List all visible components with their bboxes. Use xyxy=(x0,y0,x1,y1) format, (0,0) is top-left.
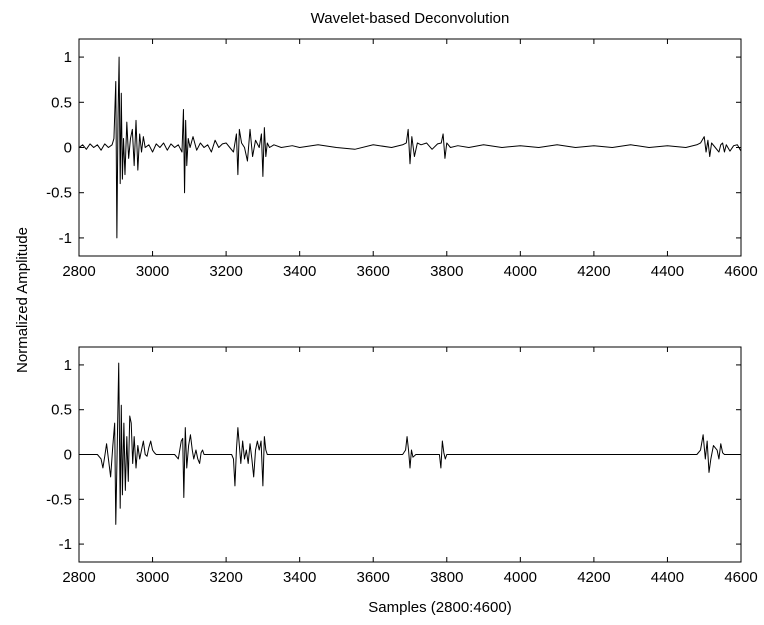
x-tick-label: 4600 xyxy=(724,263,757,280)
x-tick-label: 4400 xyxy=(651,569,684,586)
bottom-panel: 2800 3000 3200 3400 3600 3800 4000 4200 4400 4600… xyxy=(46,346,758,586)
y-tick-label: -0.5 xyxy=(46,185,72,202)
x-tick-label: 3800 xyxy=(430,263,463,280)
y-tick-label: 1 xyxy=(64,49,72,66)
y-tick-label: 0 xyxy=(64,447,72,464)
x-tick-label: 3000 xyxy=(136,263,169,280)
y-tick-label: 0.5 xyxy=(51,94,72,111)
x-tick-label: 4000 xyxy=(504,569,537,586)
signal-line xyxy=(78,56,742,239)
x-tick-label: 4000 xyxy=(504,263,537,280)
y-axis-label: Normalized Amplitude xyxy=(14,227,31,373)
x-tick-label: 3600 xyxy=(357,569,390,586)
x-axis-label: Samples (2800:4600) xyxy=(368,599,511,616)
x-tick-label: 3400 xyxy=(283,569,316,586)
x-tick-label: 4200 xyxy=(577,569,610,586)
top-panel: 2800 3000 3200 3400 3600 3800 4000 4200 4400 4600… xyxy=(46,38,758,280)
x-tick-label: 4200 xyxy=(577,263,610,280)
x-tick-label: 3400 xyxy=(283,263,316,280)
y-tick-label: -0.5 xyxy=(46,491,72,508)
plot-area xyxy=(78,38,742,257)
x-tick-label: 3200 xyxy=(209,569,242,586)
chart-title: Wavelet-based Deconvolution xyxy=(311,10,510,27)
x-tick-label: 3800 xyxy=(430,569,463,586)
y-tick-label: 0.5 xyxy=(51,402,72,419)
y-tick-label: 0 xyxy=(64,140,72,157)
x-tick-label: 3200 xyxy=(209,263,242,280)
x-tick-label: 4600 xyxy=(724,569,757,586)
y-tick-label: 1 xyxy=(64,357,72,374)
x-tick-label: 2800 xyxy=(62,263,95,280)
signal-line xyxy=(79,362,741,525)
y-tick-label: -1 xyxy=(59,536,72,553)
y-tick-label: -1 xyxy=(59,230,72,247)
x-tick-label: 2800 xyxy=(62,569,95,586)
x-tick-label: 4400 xyxy=(651,263,684,280)
x-tick-label: 3600 xyxy=(357,263,390,280)
x-tick-label: 3000 xyxy=(136,569,169,586)
